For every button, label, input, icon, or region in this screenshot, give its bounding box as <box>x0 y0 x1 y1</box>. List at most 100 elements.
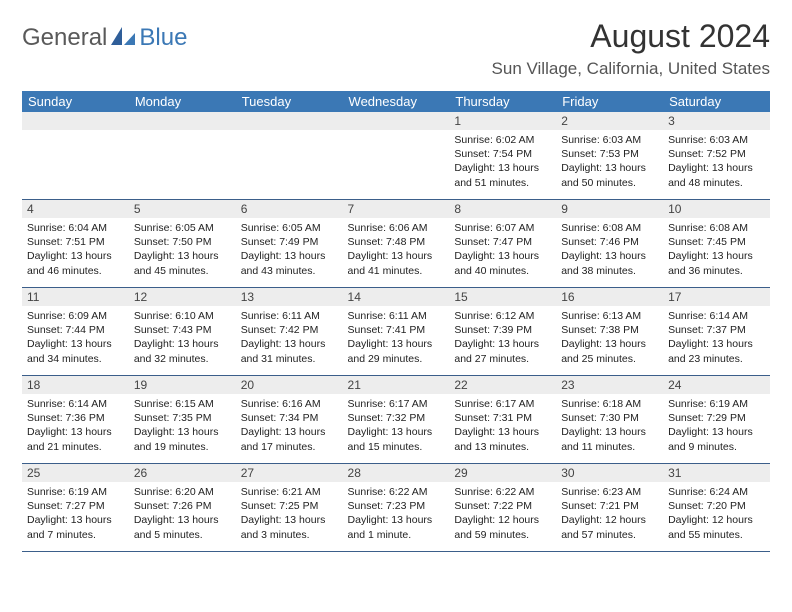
day-body: Sunrise: 6:02 AMSunset: 7:54 PMDaylight:… <box>449 130 556 194</box>
sunrise-line: Sunrise: 6:10 AM <box>134 309 231 323</box>
daylight-line: Daylight: 13 hours and 5 minutes. <box>134 513 231 541</box>
sunset-line: Sunset: 7:41 PM <box>348 323 445 337</box>
daylight-line: Daylight: 13 hours and 17 minutes. <box>241 425 338 453</box>
daylight-line: Daylight: 13 hours and 3 minutes. <box>241 513 338 541</box>
calendar-day-cell: 20Sunrise: 6:16 AMSunset: 7:34 PMDayligh… <box>236 376 343 464</box>
day-number <box>22 112 129 130</box>
daylight-line: Daylight: 13 hours and 43 minutes. <box>241 249 338 277</box>
day-body: Sunrise: 6:15 AMSunset: 7:35 PMDaylight:… <box>129 394 236 458</box>
day-number: 1 <box>449 112 556 130</box>
sunrise-line: Sunrise: 6:23 AM <box>561 485 658 499</box>
day-number: 27 <box>236 464 343 482</box>
weekday-header: Tuesday <box>236 91 343 112</box>
day-body: Sunrise: 6:24 AMSunset: 7:20 PMDaylight:… <box>663 482 770 546</box>
sunrise-line: Sunrise: 6:07 AM <box>454 221 551 235</box>
day-body: Sunrise: 6:08 AMSunset: 7:45 PMDaylight:… <box>663 218 770 282</box>
day-body: Sunrise: 6:17 AMSunset: 7:32 PMDaylight:… <box>343 394 450 458</box>
sunset-line: Sunset: 7:46 PM <box>561 235 658 249</box>
brand-logo: General Blue <box>22 24 187 52</box>
sunrise-line: Sunrise: 6:09 AM <box>27 309 124 323</box>
day-number: 31 <box>663 464 770 482</box>
sunrise-line: Sunrise: 6:14 AM <box>668 309 765 323</box>
calendar-day-cell <box>343 112 450 200</box>
calendar-day-cell: 16Sunrise: 6:13 AMSunset: 7:38 PMDayligh… <box>556 288 663 376</box>
calendar-day-cell: 23Sunrise: 6:18 AMSunset: 7:30 PMDayligh… <box>556 376 663 464</box>
sunset-line: Sunset: 7:34 PM <box>241 411 338 425</box>
day-number: 21 <box>343 376 450 394</box>
day-body: Sunrise: 6:09 AMSunset: 7:44 PMDaylight:… <box>22 306 129 370</box>
day-body: Sunrise: 6:20 AMSunset: 7:26 PMDaylight:… <box>129 482 236 546</box>
day-number: 22 <box>449 376 556 394</box>
day-number <box>129 112 236 130</box>
day-number: 18 <box>22 376 129 394</box>
daylight-line: Daylight: 13 hours and 36 minutes. <box>668 249 765 277</box>
sunrise-line: Sunrise: 6:08 AM <box>561 221 658 235</box>
day-body: Sunrise: 6:08 AMSunset: 7:46 PMDaylight:… <box>556 218 663 282</box>
daylight-line: Daylight: 13 hours and 40 minutes. <box>454 249 551 277</box>
title-block: August 2024 Sun Village, California, Uni… <box>492 18 770 79</box>
day-number: 3 <box>663 112 770 130</box>
calendar-day-cell: 30Sunrise: 6:23 AMSunset: 7:21 PMDayligh… <box>556 464 663 552</box>
sunrise-line: Sunrise: 6:15 AM <box>134 397 231 411</box>
sunset-line: Sunset: 7:26 PM <box>134 499 231 513</box>
calendar-day-cell <box>22 112 129 200</box>
calendar-day-cell: 4Sunrise: 6:04 AMSunset: 7:51 PMDaylight… <box>22 200 129 288</box>
day-number: 23 <box>556 376 663 394</box>
sunset-line: Sunset: 7:37 PM <box>668 323 765 337</box>
day-body: Sunrise: 6:19 AMSunset: 7:29 PMDaylight:… <box>663 394 770 458</box>
day-body: Sunrise: 6:16 AMSunset: 7:34 PMDaylight:… <box>236 394 343 458</box>
sunrise-line: Sunrise: 6:06 AM <box>348 221 445 235</box>
sunrise-line: Sunrise: 6:22 AM <box>454 485 551 499</box>
weekday-header-row: Sunday Monday Tuesday Wednesday Thursday… <box>22 91 770 112</box>
sunset-line: Sunset: 7:54 PM <box>454 147 551 161</box>
day-body: Sunrise: 6:03 AMSunset: 7:52 PMDaylight:… <box>663 130 770 194</box>
calendar-day-cell: 25Sunrise: 6:19 AMSunset: 7:27 PMDayligh… <box>22 464 129 552</box>
day-body <box>129 130 236 137</box>
sunrise-line: Sunrise: 6:08 AM <box>668 221 765 235</box>
day-number: 10 <box>663 200 770 218</box>
sunset-line: Sunset: 7:20 PM <box>668 499 765 513</box>
daylight-line: Daylight: 12 hours and 57 minutes. <box>561 513 658 541</box>
sunrise-line: Sunrise: 6:05 AM <box>134 221 231 235</box>
calendar-week-row: 4Sunrise: 6:04 AMSunset: 7:51 PMDaylight… <box>22 200 770 288</box>
header: General Blue August 2024 Sun Village, Ca… <box>22 18 770 79</box>
sunrise-line: Sunrise: 6:17 AM <box>348 397 445 411</box>
sunset-line: Sunset: 7:45 PM <box>668 235 765 249</box>
calendar-day-cell: 31Sunrise: 6:24 AMSunset: 7:20 PMDayligh… <box>663 464 770 552</box>
day-body: Sunrise: 6:14 AMSunset: 7:36 PMDaylight:… <box>22 394 129 458</box>
sunset-line: Sunset: 7:29 PM <box>668 411 765 425</box>
daylight-line: Daylight: 13 hours and 51 minutes. <box>454 161 551 189</box>
sunset-line: Sunset: 7:30 PM <box>561 411 658 425</box>
calendar-week-row: 1Sunrise: 6:02 AMSunset: 7:54 PMDaylight… <box>22 112 770 200</box>
calendar-day-cell: 19Sunrise: 6:15 AMSunset: 7:35 PMDayligh… <box>129 376 236 464</box>
calendar-day-cell: 27Sunrise: 6:21 AMSunset: 7:25 PMDayligh… <box>236 464 343 552</box>
day-number: 9 <box>556 200 663 218</box>
day-number: 4 <box>22 200 129 218</box>
sunrise-line: Sunrise: 6:19 AM <box>27 485 124 499</box>
day-body: Sunrise: 6:07 AMSunset: 7:47 PMDaylight:… <box>449 218 556 282</box>
daylight-line: Daylight: 13 hours and 32 minutes. <box>134 337 231 365</box>
daylight-line: Daylight: 13 hours and 7 minutes. <box>27 513 124 541</box>
daylight-line: Daylight: 13 hours and 25 minutes. <box>561 337 658 365</box>
day-number: 6 <box>236 200 343 218</box>
day-body: Sunrise: 6:13 AMSunset: 7:38 PMDaylight:… <box>556 306 663 370</box>
sunrise-line: Sunrise: 6:24 AM <box>668 485 765 499</box>
page-title: August 2024 <box>492 18 770 55</box>
sunset-line: Sunset: 7:27 PM <box>27 499 124 513</box>
daylight-line: Daylight: 13 hours and 1 minute. <box>348 513 445 541</box>
sunrise-line: Sunrise: 6:22 AM <box>348 485 445 499</box>
day-body: Sunrise: 6:14 AMSunset: 7:37 PMDaylight:… <box>663 306 770 370</box>
sunset-line: Sunset: 7:42 PM <box>241 323 338 337</box>
sunrise-line: Sunrise: 6:19 AM <box>668 397 765 411</box>
sunset-line: Sunset: 7:47 PM <box>454 235 551 249</box>
sunrise-line: Sunrise: 6:11 AM <box>241 309 338 323</box>
daylight-line: Daylight: 13 hours and 29 minutes. <box>348 337 445 365</box>
daylight-line: Daylight: 13 hours and 45 minutes. <box>134 249 231 277</box>
daylight-line: Daylight: 13 hours and 34 minutes. <box>27 337 124 365</box>
day-number <box>236 112 343 130</box>
weekday-header: Wednesday <box>343 91 450 112</box>
day-number <box>343 112 450 130</box>
day-number: 5 <box>129 200 236 218</box>
day-number: 7 <box>343 200 450 218</box>
day-body: Sunrise: 6:23 AMSunset: 7:21 PMDaylight:… <box>556 482 663 546</box>
